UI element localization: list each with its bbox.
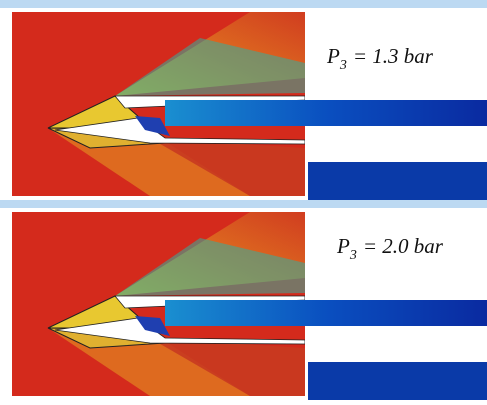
frame: [0, 200, 487, 208]
subscript: 3: [349, 248, 357, 263]
value: = 1.3 bar: [353, 44, 434, 68]
symbol: P: [336, 234, 350, 258]
symbol: P: [326, 44, 340, 68]
figure: P3= 1.3 bar P3= 2.0 bar: [0, 0, 487, 405]
subscript: 3: [339, 58, 347, 73]
panel-2: P3 = 2.0 bar: [12, 212, 487, 400]
frame: [0, 0, 487, 8]
panel-1: P3 = 1.3 bar: [12, 12, 487, 200]
value: = 2.0 bar: [363, 234, 444, 258]
